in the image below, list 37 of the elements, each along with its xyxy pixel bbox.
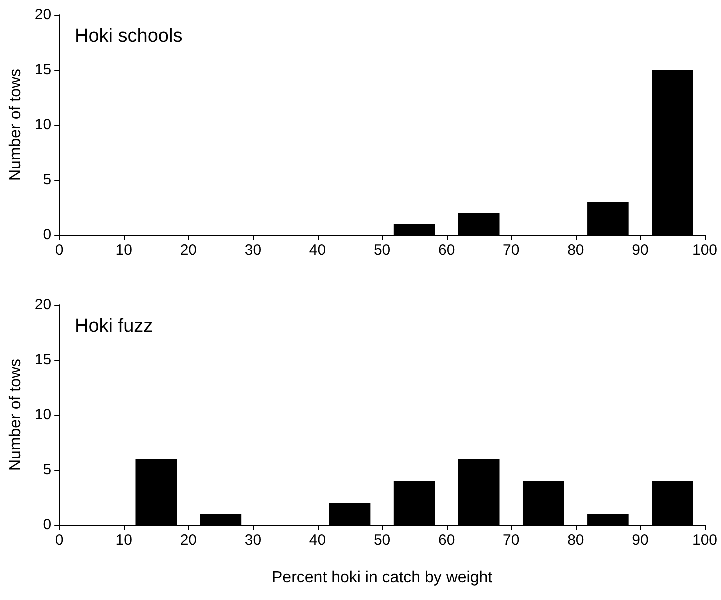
x-tick-label: 20: [180, 242, 198, 259]
x-tick-label: 50: [374, 532, 391, 549]
y-tick-label: 0: [43, 226, 52, 244]
x-tick-label: 40: [309, 242, 326, 259]
x-tick-label: 80: [568, 242, 584, 259]
y-tick-label: 5: [43, 172, 52, 188]
x-tick-label: 0: [55, 242, 64, 259]
x-tick-label: 100: [692, 532, 718, 549]
y-tick-label: 10: [34, 406, 52, 424]
text: Hoki schools: [75, 26, 183, 47]
x-tick-label: 10: [116, 532, 132, 549]
y-axis-title: Number of tows: [8, 68, 24, 182]
y-tick-label: 0: [43, 516, 52, 534]
x-tick-label: 30: [244, 242, 262, 259]
x-tick-label: 70: [503, 242, 520, 259]
y-tick-label: 5: [43, 462, 52, 478]
x-tick-label: 60: [438, 532, 456, 549]
x-tick-label: 20: [180, 532, 198, 549]
y-axis-title: Number of tows: [8, 358, 24, 472]
y-tick-label: 10: [34, 116, 52, 134]
x-tick-label: 40: [309, 532, 326, 549]
x-tick-label: 100: [692, 242, 718, 259]
text: Hoki fuzz: [75, 316, 154, 337]
x-tick-label: 70: [503, 532, 520, 549]
x-tick-label: 50: [374, 242, 391, 259]
y-tick-label: 20: [34, 296, 52, 314]
y-tick-label: 15: [34, 352, 52, 368]
x-tick-label: 30: [244, 532, 262, 549]
y-tick-label: 20: [34, 6, 52, 24]
x-tick-label: 0: [55, 532, 64, 549]
x-tick-label: 90: [632, 242, 649, 259]
x-tick-label: 60: [438, 242, 456, 259]
x-tick-label: 80: [568, 532, 584, 549]
x-tick-label: 10: [116, 242, 132, 259]
x-tick-label: 90: [632, 532, 649, 549]
y-tick-label: 15: [34, 62, 52, 78]
x-axis-title: Percent hoki in catch by weight: [272, 570, 494, 586]
